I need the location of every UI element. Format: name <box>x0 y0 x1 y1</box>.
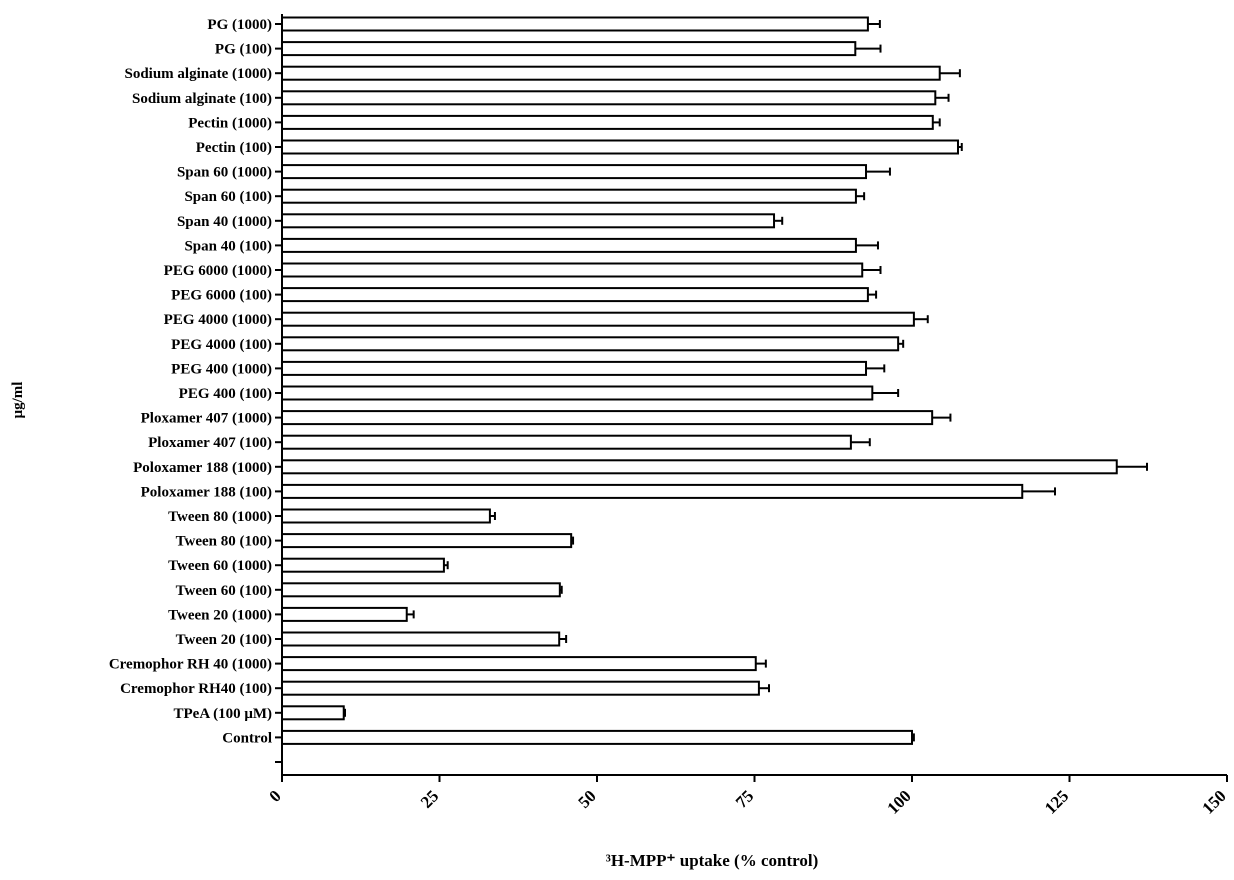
y-tick-label: Sodium alginate (100) <box>132 91 272 107</box>
bar <box>282 239 856 252</box>
y-tick-label: Span 40 (1000) <box>177 214 272 230</box>
x-tick-label: 100 <box>883 786 914 817</box>
bar <box>282 731 912 744</box>
bar <box>282 485 1022 498</box>
error-bar <box>1022 487 1055 495</box>
y-tick-label: Span 60 (100) <box>184 189 272 205</box>
bar <box>282 288 868 301</box>
x-axis-title: ³H-MPP⁺ uptake (% control) <box>606 851 819 870</box>
x-tick-label: 50 <box>574 786 599 811</box>
bar <box>282 436 851 449</box>
y-tick-label: PEG 4000 (100) <box>171 337 272 353</box>
y-tick-label: Ploxamer 407 (100) <box>148 435 272 451</box>
chart: µg/ml ³H-MPP⁺ uptake (% control) 0 25 50 75… <box>0 0 1234 880</box>
y-axis-title: µg/ml <box>10 382 26 419</box>
bar <box>282 42 855 55</box>
y-tick-label: Poloxamer 188 (1000) <box>133 460 272 476</box>
y-tick-label: Pectin (100) <box>196 140 272 156</box>
error-bar <box>935 94 948 102</box>
error-bar <box>856 192 864 200</box>
y-tick-label: Tween 80 (1000) <box>168 509 272 525</box>
y-tick-label: Tween 80 (100) <box>176 534 272 550</box>
bar <box>282 67 940 80</box>
bar <box>282 460 1117 473</box>
error-bar <box>868 20 880 28</box>
x-tick-label: 150 <box>1198 786 1229 817</box>
y-tick-label: Cremophor RH 40 (1000) <box>109 657 272 673</box>
y-tick-label: PEG 4000 (1000) <box>164 312 272 328</box>
y-tick-label: Tween 20 (100) <box>176 632 272 648</box>
y-tick-label: Pectin (1000) <box>188 115 272 131</box>
error-bar <box>851 438 870 446</box>
y-tick-label: Poloxamer 188 (100) <box>141 484 272 500</box>
bar <box>282 657 756 670</box>
bar <box>282 214 774 227</box>
bar <box>282 190 856 203</box>
y-tick-label: TPeA (100 μM) <box>174 706 272 722</box>
y-tick-label: PEG 400 (1000) <box>171 361 272 377</box>
bar <box>282 682 759 695</box>
bar <box>282 608 407 621</box>
bar <box>282 411 932 424</box>
x-tick-label: 0 <box>265 786 284 805</box>
x-tick-label: 75 <box>732 786 757 811</box>
y-tick-label: Cremophor RH40 (100) <box>120 681 272 697</box>
y-tick-label: Control <box>222 730 272 746</box>
error-bar <box>872 389 898 397</box>
bar <box>282 116 933 129</box>
bar <box>282 337 898 350</box>
y-tick-label: Tween 60 (100) <box>176 583 272 599</box>
y-tick-label: PG (100) <box>215 42 272 58</box>
bar <box>282 706 344 719</box>
error-bar <box>914 315 928 323</box>
error-bar <box>856 241 878 249</box>
error-bar <box>756 660 766 668</box>
y-tick-label: Sodium alginate (1000) <box>124 66 272 82</box>
y-tick-label: Ploxamer 407 (1000) <box>141 411 272 427</box>
error-bar <box>933 118 940 126</box>
error-bar <box>559 635 566 643</box>
y-tick-label: PEG 400 (100) <box>179 386 272 402</box>
error-bar <box>774 217 782 225</box>
error-bar <box>932 414 950 422</box>
error-bar <box>862 266 880 274</box>
bar <box>282 91 935 104</box>
bar <box>282 387 872 400</box>
bar <box>282 633 559 646</box>
error-bar <box>940 69 960 77</box>
y-tick-label: Tween 60 (1000) <box>168 558 272 574</box>
x-tick-label: 125 <box>1041 786 1072 817</box>
bar <box>282 362 866 375</box>
y-tick-label: Tween 20 (1000) <box>168 607 272 623</box>
y-tick-label: PG (1000) <box>207 17 272 33</box>
error-bar <box>866 364 884 372</box>
bar <box>282 141 958 154</box>
y-tick-label: Span 60 (1000) <box>177 165 272 181</box>
y-tick-label: PEG 6000 (1000) <box>164 263 272 279</box>
bar <box>282 559 444 572</box>
error-bar <box>407 610 414 618</box>
y-tick-label: PEG 6000 (100) <box>171 288 272 304</box>
bar <box>282 313 914 326</box>
bar <box>282 510 490 523</box>
bar <box>282 534 571 547</box>
error-bar <box>866 168 890 176</box>
bar <box>282 264 862 277</box>
y-tick-label: Span 40 (100) <box>184 238 272 254</box>
error-bar <box>1117 463 1147 471</box>
bar <box>282 165 866 178</box>
error-bar <box>759 684 769 692</box>
bar <box>282 583 560 596</box>
x-tick-label: 25 <box>417 786 442 811</box>
bar <box>282 18 868 31</box>
error-bar <box>855 45 880 53</box>
error-bar <box>868 291 876 299</box>
